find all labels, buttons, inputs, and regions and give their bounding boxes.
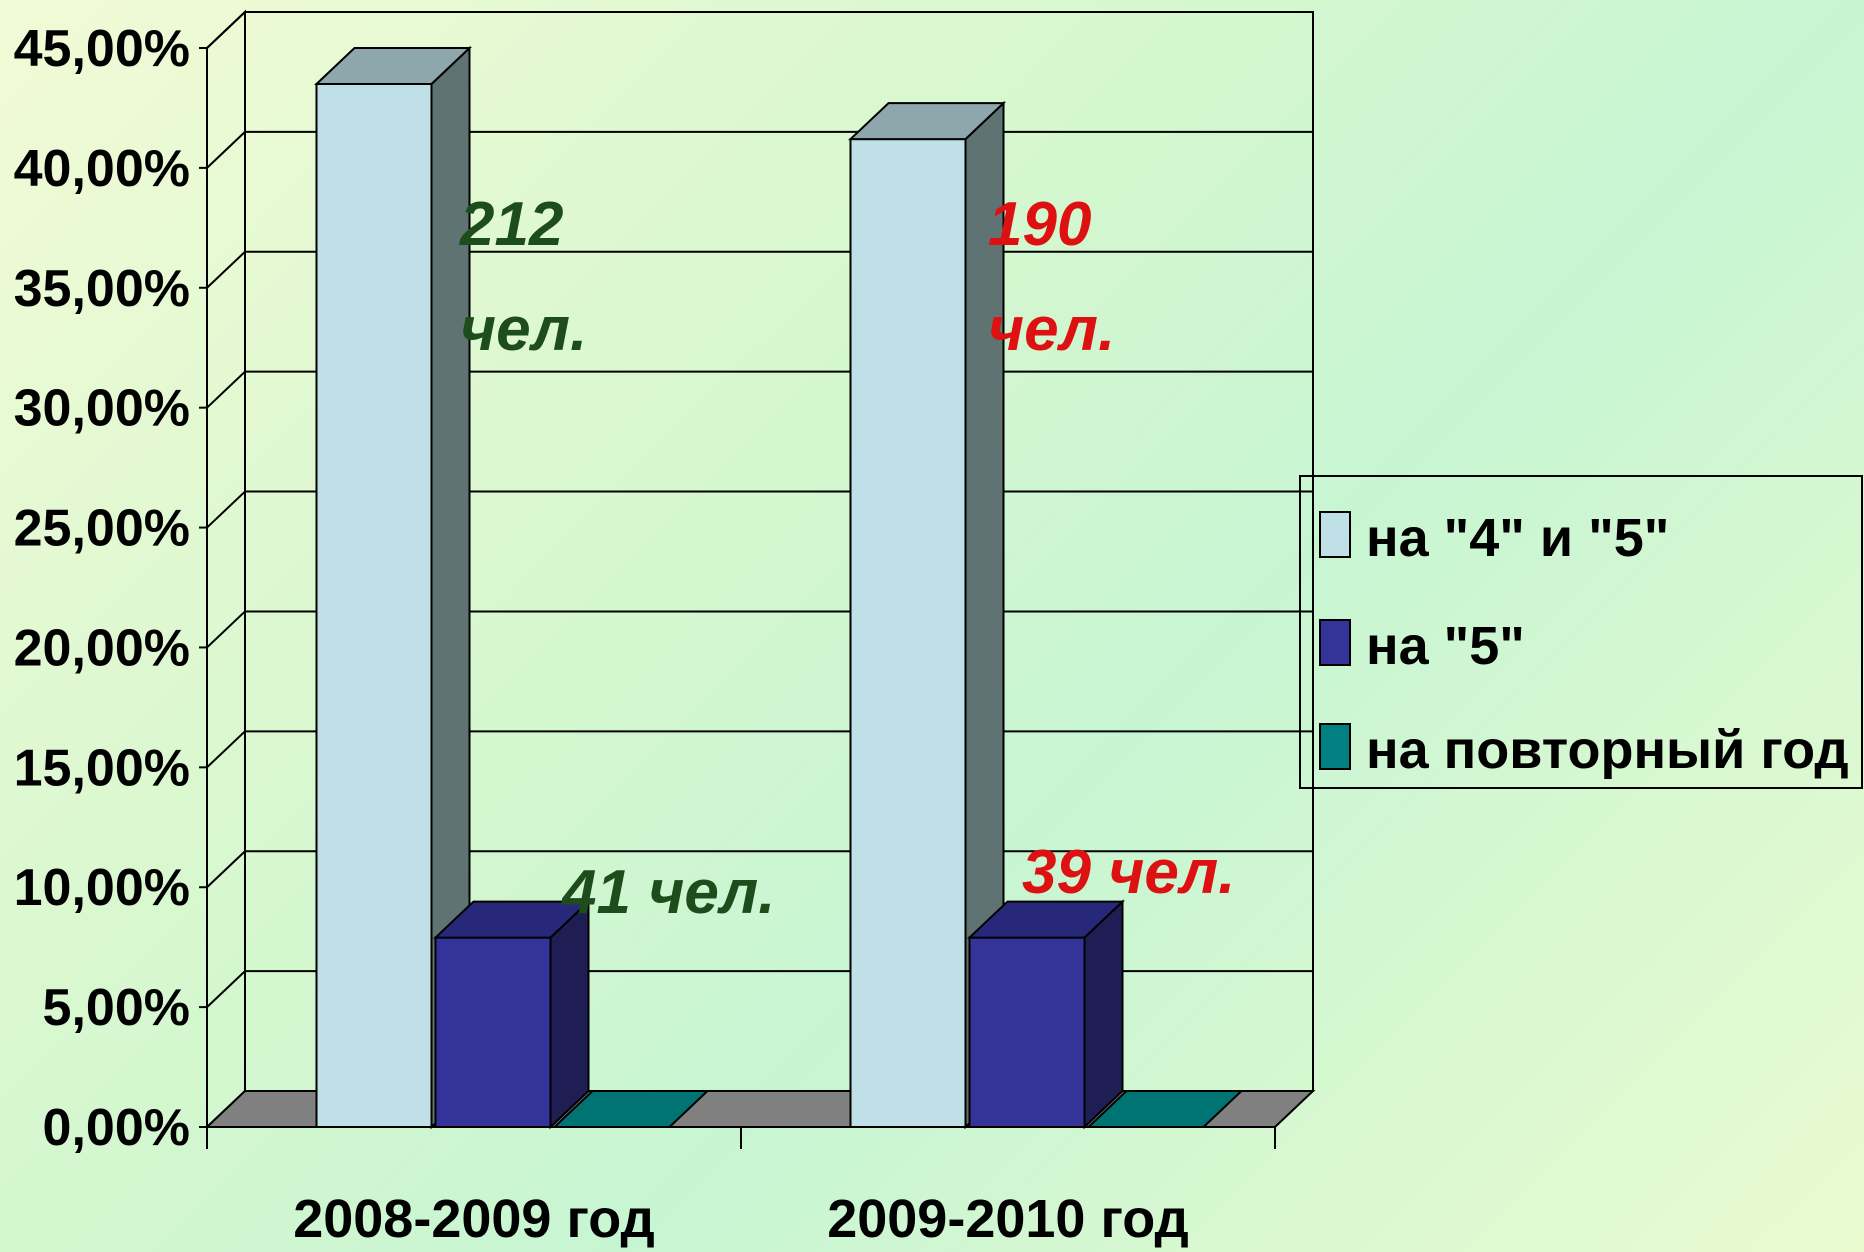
annotation-label: 190 [988,190,1091,259]
annotations: 212 чел. 41 чел. 190 чел. 39 чел. [459,190,1235,927]
annotation-label: чел. [460,295,587,364]
bar-front [315,82,433,1128]
y-tick-labels: 0,00% 5,00% 10,00% 15,00% 20,00% 25,00% 30,00%… [14,20,190,1157]
bar-top [551,1090,711,1128]
bar-front [968,936,1086,1128]
legend-label-0: на "4" и "5" [1366,508,1669,568]
legend-swatch-0 [1319,511,1351,558]
gridline-side [206,251,246,289]
legend-swatch-1 [1319,619,1351,666]
bars [313,45,1245,1130]
bar-side [549,899,590,1130]
y-tick-label: 10,00% [14,859,190,917]
y-tick-label: 0,00% [43,1099,190,1157]
y-tick-label: 40,00% [14,140,190,198]
gridline-side [206,370,246,409]
bar-front [849,138,967,1129]
category-label: 2008-2009 год [293,1189,655,1249]
legend-swatch-2 [1319,723,1351,770]
bar-top [966,900,1126,939]
legend-label-1: на "5" [1366,616,1525,676]
category-labels: 2008-2009 год 2009-2010 год [293,1189,1189,1249]
bar-top [313,46,473,85]
annotation-label: 39 чел. [1022,838,1235,907]
y-tick-label: 15,00% [14,739,190,797]
legend-box [1299,475,1863,789]
legend: на "4" и "5" на "5" на повторный год [1299,475,1863,789]
bar-top [847,102,1007,141]
gridline-side [206,970,246,1008]
legend-label-2: на повторный год [1366,720,1849,780]
side-wall [206,9,246,1130]
y-tick-label: 25,00% [14,500,190,558]
bar-side [1083,899,1124,1130]
annotation-label: 212 [459,190,563,259]
gridline-side [206,730,246,769]
gridline-side [206,131,246,169]
y-tick-label: 30,00% [14,380,190,438]
bar-front [434,936,552,1128]
gridline-side [206,11,246,49]
category-label: 2009-2010 год [827,1189,1189,1249]
annotation-label: чел. [988,295,1115,364]
gridline-side [206,490,246,529]
y-tick-label: 20,00% [14,619,190,677]
bar-top [1085,1090,1245,1128]
gridline-side [206,850,246,888]
annotation-label: 41 чел. [560,858,775,927]
y-tick-label: 5,00% [43,979,190,1037]
y-tick-label: 45,00% [14,20,190,78]
gridline-side [206,610,246,649]
y-tick-label: 35,00% [14,260,190,318]
bar-top [432,900,592,939]
